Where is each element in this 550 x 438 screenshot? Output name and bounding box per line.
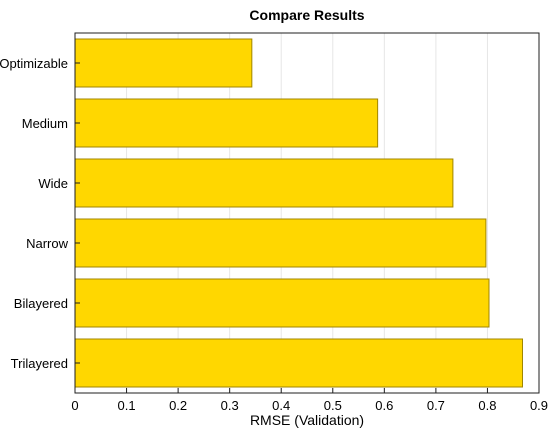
plot-frame: [74, 32, 540, 394]
y-category-label: Bilayered: [14, 296, 68, 311]
y-category-label: Narrow: [26, 236, 69, 251]
x-tick-label: 0: [71, 398, 78, 413]
y-category-label: Medium: [22, 116, 68, 131]
chart-title: Compare Results: [249, 7, 364, 23]
x-tick-label: 0.8: [478, 398, 496, 413]
x-tick-label: 0.5: [324, 398, 342, 413]
x-axis-label: RMSE (Validation): [250, 412, 364, 428]
x-axis-ticks: 0 0.1 0.2 0.3 0.4 0.5 0.6 0.7 0.8 0.9: [71, 388, 548, 413]
bar-narrow: [74, 218, 487, 268]
y-category-label: Optimizable: [0, 56, 68, 71]
bar-medium: [74, 98, 379, 148]
x-tick-label: 0.3: [221, 398, 239, 413]
bar-wide: [74, 158, 454, 208]
x-tick-label: 0.2: [169, 398, 187, 413]
x-tick-label: 0.9: [530, 398, 548, 413]
bar-bilayered: [74, 278, 490, 328]
bar-trilayered: [74, 338, 524, 388]
x-tick-label: 0.4: [272, 398, 290, 413]
x-tick-label: 0.7: [427, 398, 445, 413]
y-axis-categories: Optimizable Medium Wide Narrow Bilayered Tril…: [0, 56, 80, 371]
bar-optimizable: [74, 38, 253, 88]
y-category-label: Wide: [38, 176, 68, 191]
y-category-label: Trilayered: [11, 356, 68, 371]
x-tick-label: 0.6: [375, 398, 393, 413]
x-tick-label: 0.1: [118, 398, 136, 413]
bars: [74, 38, 524, 388]
